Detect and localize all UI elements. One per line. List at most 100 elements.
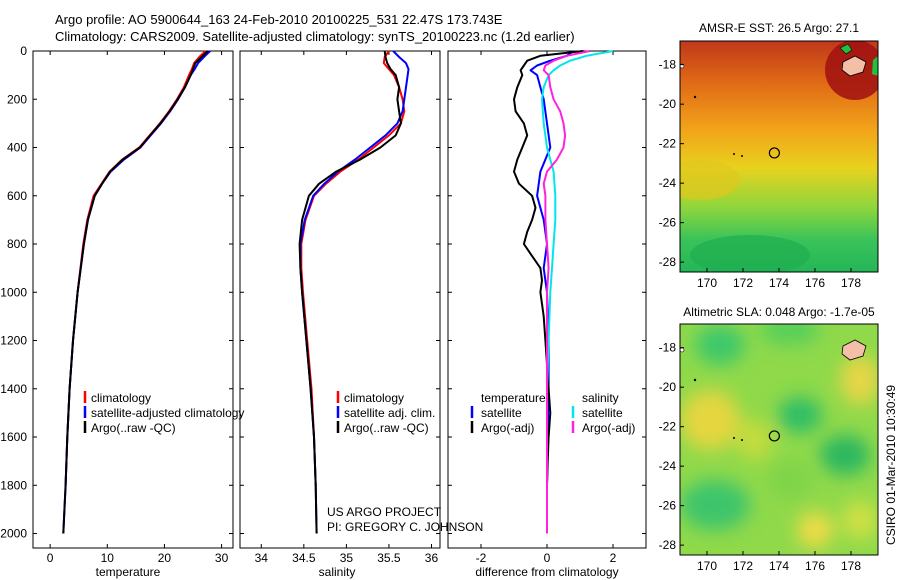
sst-mid-patch: [680, 160, 740, 200]
salinity-series: [298, 50, 410, 534]
difference-line-salinity-satellite: [541, 50, 614, 534]
sst-lat-tick-label: -26: [659, 216, 677, 230]
difference-panel: -2 0 2 difference from climatology tempera…: [447, 50, 647, 579]
depth-tick-label: 400: [7, 141, 27, 155]
sst-cool-patch: [690, 235, 810, 272]
sst-map-field: [680, 41, 878, 272]
sla-map-axes: 170 172 174 176 178 -18 -20 -22 -24 -26 -28: [659, 341, 862, 573]
diff-legend-temp-satellite: satellite: [481, 406, 522, 420]
sst-map-axes: 170 172 174 176 178 -18 -20 -22 -24 -26 -28: [659, 58, 862, 290]
salinity-line-satellite-adj-clim-: [299, 50, 410, 534]
sla-islet: [680, 347, 685, 353]
salinity-line-argo-raw-qc-: [298, 50, 402, 534]
difference-x-tick-label: 2: [610, 551, 617, 565]
temperature-xlabel: temperature: [96, 565, 161, 579]
sst-island-small: [839, 43, 853, 55]
salinity-x-axis: 34 34.5 35 35.5 36: [255, 51, 439, 565]
temperature-plot-frame: [32, 50, 234, 549]
sst-lat-tick-label: -28: [659, 255, 677, 269]
temperature-x-tick-label: 20: [158, 551, 172, 565]
temperature-x-tick-label: 10: [101, 551, 115, 565]
temperature-series: [62, 50, 211, 534]
diff-legend-temp-argo: Argo(-adj): [481, 421, 534, 435]
depth-tick-label: 1400: [0, 382, 27, 396]
sst-island-edge: [872, 56, 878, 76]
sla-lat-tick-label: -26: [659, 499, 677, 513]
sla-islet-3: [733, 437, 735, 439]
salinity-xlabel: salinity: [319, 565, 356, 579]
difference-line-temperature-satellite: [529, 50, 574, 534]
sla-argo-location-marker: [768, 430, 780, 442]
salinity-legend: climatology satellite adj. clim. Argo(..…: [336, 391, 435, 435]
sst-islet-2: [693, 95, 697, 99]
project-pi: PI: GREGORY C. JOHNSON: [327, 520, 483, 534]
diff-legend-sal-satellite: satellite: [582, 406, 623, 420]
depth-tick-label: 1000: [0, 285, 27, 299]
depth-tick-label: 1800: [0, 478, 27, 492]
legend-label-satellite: satellite-adjusted climatology: [91, 406, 244, 420]
diff-legend-temp-title: temperature: [481, 391, 546, 405]
sst-island-fiji: [841, 55, 867, 77]
difference-line-temperature-argo-adj-: [513, 50, 584, 534]
sla-lon-tick-label: 170: [697, 559, 717, 573]
legend-label-argo: Argo(..raw -QC): [91, 421, 176, 435]
sla-lon-tick-label: 178: [841, 559, 861, 573]
sla-lat-tick-label: -28: [659, 538, 677, 552]
sal-legend-label-argo: Argo(..raw -QC): [344, 421, 429, 435]
project-name: US ARGO PROJECT: [327, 505, 442, 519]
depth-tick-label: 2000: [0, 527, 27, 541]
sst-islet-3: [733, 153, 735, 155]
title-line-1: Argo profile: AO 5900644_163 24-Feb-2010…: [55, 12, 503, 27]
sla-anomaly-blobs: [680, 324, 878, 548]
salinity-x-tick-label: 35.5: [377, 551, 401, 565]
sla-lon-tick-label: 172: [733, 559, 753, 573]
depth-tick-label: 1200: [0, 334, 27, 348]
temperature-line-argo-raw-qc-: [62, 50, 209, 534]
difference-line-salinity-argo-adj-: [542, 50, 591, 534]
sst-lon-tick-label: 172: [733, 276, 753, 290]
salinity-x-tick-label: 35: [340, 551, 354, 565]
sal-legend-label-satellite: satellite adj. clim.: [344, 406, 435, 420]
sst-map-panel: AMSR-E SST: 26.5 Argo: 27.1 170 172 174 176…: [659, 21, 879, 290]
sst-lat-tick-label: -20: [659, 97, 677, 111]
depth-tick-label: 0: [20, 44, 27, 58]
sst-map-title: AMSR-E SST: 26.5 Argo: 27.1: [699, 21, 859, 35]
salinity-panel: 34 34.5 35 35.5 36 salinity climatology sate…: [239, 50, 483, 579]
depth-axis: 0 200 400 600 800 1000 1200 1400 1600 1800 2000: [0, 44, 646, 541]
sla-lon-tick-label: 174: [769, 559, 789, 573]
temperature-line-satellite-adjusted-climatology: [62, 50, 211, 534]
sst-lat-tick-label: -18: [659, 58, 677, 72]
sst-lat-tick-label: -24: [659, 176, 677, 190]
temperature-x-tick-label: 0: [47, 551, 54, 565]
depth-tick-label: 200: [7, 92, 27, 106]
difference-xlabel: difference from climatology: [475, 565, 618, 579]
depth-tick-label: 1600: [0, 430, 27, 444]
salinity-x-tick-label: 36: [425, 551, 439, 565]
depth-tick-label: 600: [7, 189, 27, 203]
sla-lon-tick-label: 176: [805, 559, 825, 573]
sst-lon-tick-label: 178: [841, 276, 861, 290]
temperature-x-tick-label: 30: [215, 551, 229, 565]
sla-lat-tick-label: -20: [659, 380, 677, 394]
difference-x-tick-label: -2: [476, 551, 487, 565]
legend-label-climatology: climatology: [91, 391, 151, 405]
sla-lat-tick-label: -22: [659, 420, 677, 434]
sal-legend-label-climatology: climatology: [344, 391, 404, 405]
footer-timestamp: CSIRO 01-Mar-2010 10:30:49: [884, 385, 898, 545]
salinity-x-tick-label: 34.5: [292, 551, 316, 565]
difference-x-tick-label: 0: [544, 551, 551, 565]
sst-argo-location-marker: [768, 147, 780, 159]
temperature-legend: climatology satellite-adjusted climatolo…: [83, 391, 244, 435]
title-line-2: Climatology: CARS2009. Satellite-adjuste…: [55, 29, 575, 44]
sst-lon-tick-label: 176: [805, 276, 825, 290]
salinity-x-tick-label: 34: [255, 551, 269, 565]
sla-islet-2: [693, 378, 697, 382]
sst-lat-tick-label: -22: [659, 137, 677, 151]
sst-islet-4: [741, 155, 743, 157]
depth-tick-label: 800: [7, 237, 27, 251]
sla-lat-tick-label: -24: [659, 459, 677, 473]
sla-islet-4: [741, 439, 743, 441]
temperature-x-axis: 0 10 20 30: [47, 51, 229, 565]
